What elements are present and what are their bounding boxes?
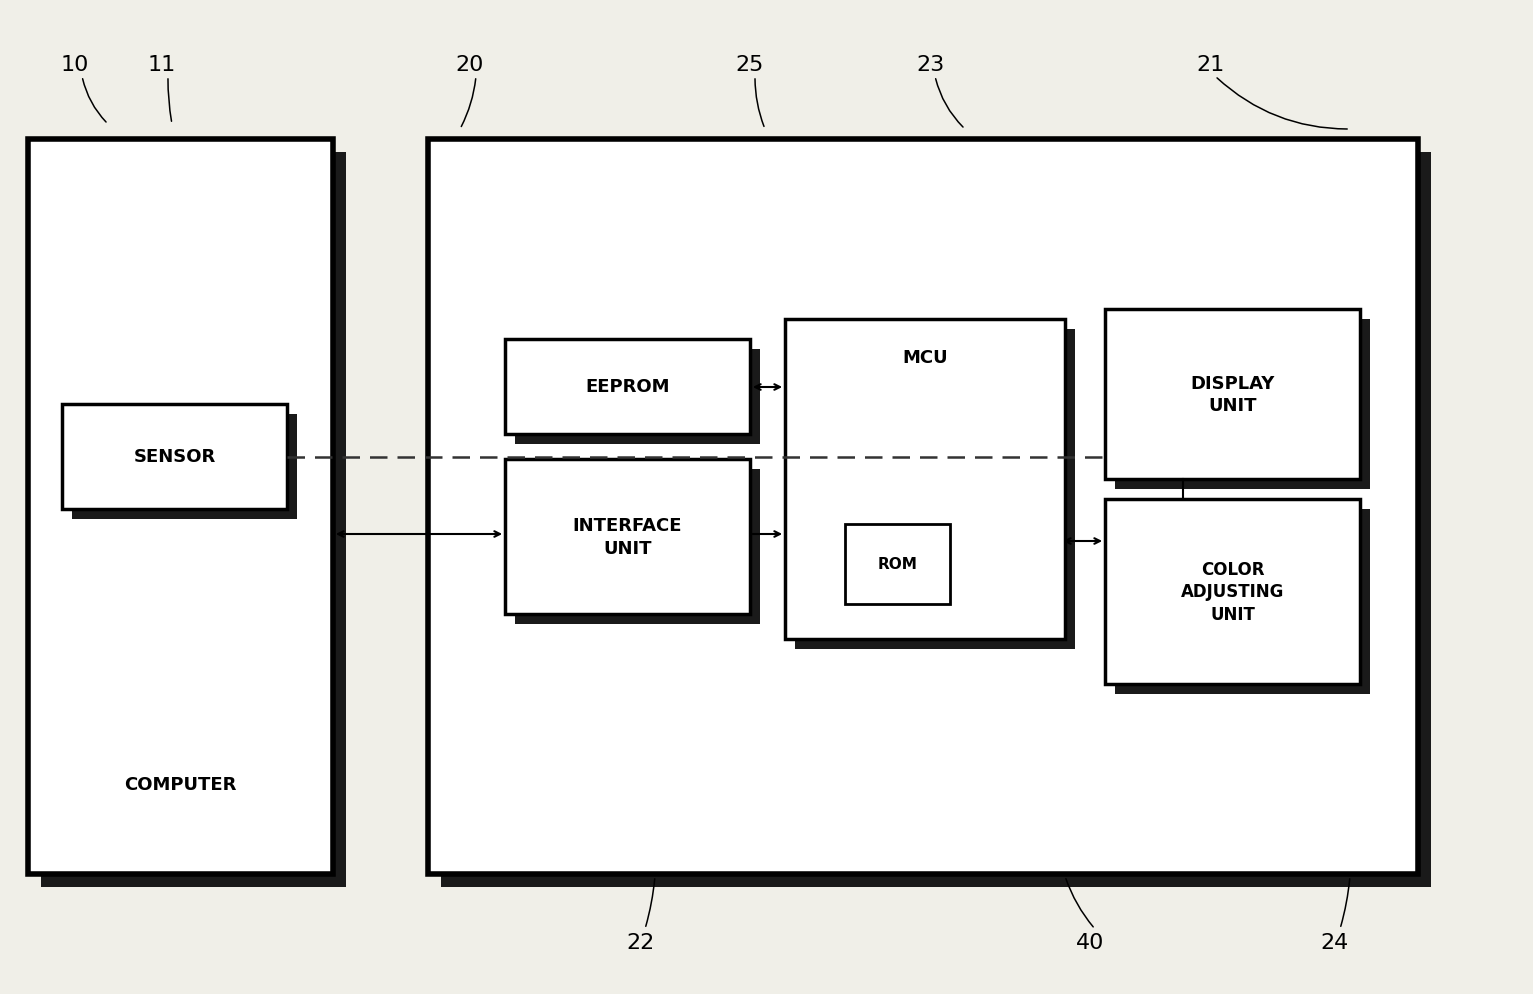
Text: 24: 24 — [1321, 932, 1349, 952]
Bar — [442, 153, 1430, 887]
Text: COLOR
ADJUSTING
UNIT: COLOR ADJUSTING UNIT — [1180, 561, 1285, 623]
Text: 40: 40 — [1076, 932, 1104, 952]
Text: MCU: MCU — [903, 349, 947, 367]
Bar — [785, 320, 1065, 639]
Text: COMPUTER: COMPUTER — [124, 775, 236, 793]
Bar — [1105, 500, 1360, 684]
Bar — [428, 140, 1418, 874]
Bar — [72, 414, 297, 520]
Bar — [796, 330, 1075, 649]
Bar — [852, 533, 958, 612]
Text: 20: 20 — [455, 55, 484, 75]
Text: 25: 25 — [736, 55, 763, 75]
Bar — [504, 340, 750, 434]
Text: 21: 21 — [1196, 55, 1225, 75]
Text: 11: 11 — [147, 55, 176, 75]
Bar — [515, 350, 760, 444]
Bar — [1114, 320, 1371, 489]
Bar — [61, 405, 287, 510]
Bar — [504, 459, 750, 614]
Bar — [1105, 310, 1360, 479]
Bar — [41, 153, 346, 887]
Text: ROM: ROM — [877, 557, 917, 572]
Bar — [515, 469, 760, 624]
Text: SENSOR: SENSOR — [133, 448, 216, 466]
Text: 10: 10 — [61, 55, 89, 75]
Bar — [845, 525, 950, 604]
Text: INTERFACE
UNIT: INTERFACE UNIT — [573, 517, 682, 557]
Bar — [1114, 510, 1371, 694]
Text: 23: 23 — [915, 55, 944, 75]
Bar — [28, 140, 333, 874]
Text: DISPLAY
UNIT: DISPLAY UNIT — [1190, 375, 1274, 414]
Text: 22: 22 — [625, 932, 655, 952]
Text: EEPROM: EEPROM — [586, 378, 670, 396]
